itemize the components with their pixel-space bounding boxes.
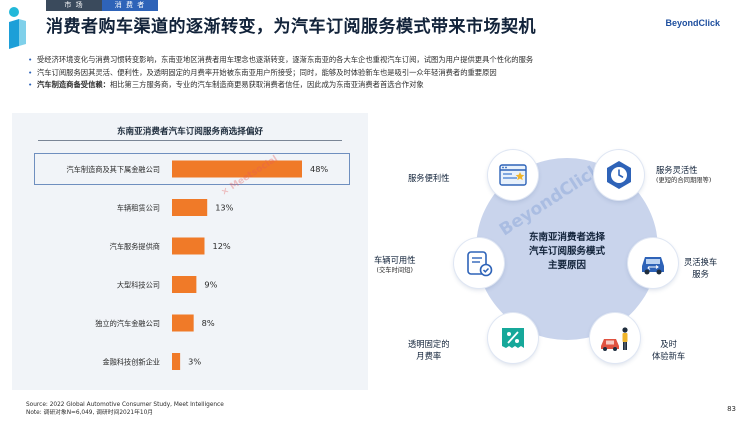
- bullet-text: 相比第三方服务商，专业的汽车制造商更易获取消费者信任，因此成为东南亚消费者首选合…: [109, 80, 424, 89]
- bullet-list: • 受经济环境变化与消费习惯转变影响，东南亚地区消费者用车理念也逐渐转变，逐渐东南…: [28, 54, 728, 92]
- bar-value-label: 48%: [310, 164, 328, 174]
- label-convenience: 服务便利性: [408, 172, 450, 184]
- bar-category-label: 独立的汽车金融公司: [95, 319, 160, 328]
- page-number: 83: [727, 405, 736, 413]
- sample-note: Note: 调研对象N=6,049, 调研时间2021年10月: [26, 409, 154, 416]
- bar-category-label: 汽车制造商及其下属金融公司: [67, 165, 160, 174]
- node-availability: [454, 238, 504, 288]
- bar: [172, 199, 208, 216]
- bar-chart: 汽车制造商及其下属金融公司 48% 车辆租赁公司 13% 汽车服务提供商 12% 大型科技公…: [67, 160, 328, 370]
- node-car-swap: [628, 238, 678, 288]
- center-text: 东南亚消费者选择 汽车订阅服务模式 主要原因: [476, 231, 658, 273]
- tab-market[interactable]: 市 场: [46, 0, 102, 11]
- node-fixed-fee: [488, 313, 538, 363]
- label-flexibility-text: 服务灵活性: [656, 165, 698, 175]
- label-availability-sub: (交车时间短): [376, 267, 413, 274]
- bar: [172, 237, 205, 255]
- bar-category-label: 车辆租赁公司: [117, 204, 160, 213]
- center-line-2: 汽车订阅服务模式: [528, 246, 605, 257]
- bar-value-label: 8%: [202, 318, 215, 328]
- center-line-3: 主要原因: [547, 260, 586, 271]
- browser-window-icon: [499, 164, 527, 186]
- label-fixed-fee-line2: 月费率: [416, 351, 442, 361]
- reasons-diagram: 东南亚消费者选择 汽车订阅服务模式 主要原因 BeyondClick 服务便利性…: [374, 120, 750, 395]
- bullet-item: • 汽车订阅服务因其灵活、便利性，及透明固定的月费率开始被东南亚用户所接受；同时，…: [28, 67, 728, 80]
- page-title: 消费者购车渠道的逐渐转变，为汽车订阅服务模式带来市场契机: [46, 17, 536, 37]
- bullet-bold-lead: 汽车制造商备受信赖：: [37, 80, 110, 89]
- bullet-text: 汽车订阅服务因其灵活、便利性，及透明固定的月费率开始被东南亚用户所接受；同时，能…: [37, 67, 497, 77]
- bar-category-label: 汽车服务提供商: [110, 242, 160, 251]
- tab-consumer[interactable]: 消 费 者: [102, 0, 158, 11]
- source-note: Source: 2022 Global Automotive Consumer …: [26, 402, 224, 408]
- label-availability-text: 车辆可用性: [374, 255, 416, 265]
- bar: [172, 353, 181, 370]
- bullet-dot-icon: •: [28, 80, 33, 89]
- hexagon-clock-icon: [607, 161, 631, 189]
- label-new-car-line1: 及时: [660, 339, 677, 349]
- percent-ticket-icon: [502, 328, 524, 348]
- bar-value-label: 9%: [204, 280, 217, 290]
- label-flexibility-sub: (更短的合同期限等): [656, 177, 712, 184]
- chart-panel: 东南亚消费者汽车订阅服务商选择偏好 汽车制造商及其下属金融公司 48% 车辆租赁公司…: [12, 113, 368, 390]
- car-swap-icon: [642, 257, 664, 275]
- label-car-swap-line1: 灵活换车: [684, 257, 718, 267]
- bullet-item: • 汽车制造商备受信赖： 相比第三方服务商，专业的汽车制造商更易获取消费者信任，因此…: [28, 79, 728, 92]
- label-new-car: 及时 体验新车: [652, 338, 685, 362]
- bar: [172, 314, 194, 332]
- label-car-swap: 灵活换车 服务: [684, 256, 717, 280]
- bullet-dot-icon: •: [28, 55, 33, 64]
- center-line-1: 东南亚消费者选择: [528, 232, 605, 243]
- node-new-car: [590, 313, 640, 363]
- chart-title-divider: [38, 140, 342, 141]
- person-with-car-icon: [601, 327, 628, 351]
- label-car-swap-line2: 服务: [692, 269, 709, 279]
- label-fixed-fee-line1: 透明固定的: [408, 339, 450, 349]
- bullet-item: • 受经济环境变化与消费习惯转变影响，东南亚地区消费者用车理念也逐渐转变，逐渐东南…: [28, 54, 728, 67]
- label-new-car-line2: 体验新车: [652, 351, 686, 361]
- highlight-box: [34, 153, 350, 185]
- bar-value-label: 3%: [188, 357, 201, 367]
- footer-notes: Source: 2022 Global Automotive Consumer …: [26, 402, 224, 417]
- bullet-text: 受经济环境变化与消费习惯转变影响，东南亚地区消费者用车理念也逐渐转变，逐渐东南亚…: [37, 55, 534, 64]
- bullet-dot-icon: •: [28, 67, 33, 77]
- bar: [172, 276, 197, 293]
- bar-category-label: 金融科技创新企业: [102, 358, 160, 367]
- label-convenience-text: 服务便利性: [408, 173, 450, 183]
- bar-value-label: 12%: [213, 241, 231, 251]
- bar: [172, 160, 302, 178]
- label-availability: 车辆可用性 (交车时间短): [374, 254, 416, 275]
- brand-name: BeyondClick: [665, 18, 720, 28]
- node-flexibility: [594, 150, 644, 200]
- chart-title: 东南亚消费者汽车订阅服务商选择偏好: [116, 127, 264, 137]
- calendar-car-icon: [467, 251, 493, 277]
- bar-category-label: 大型科技公司: [117, 281, 160, 290]
- label-flexibility: 服务灵活性 (更短的合同期限等): [656, 164, 711, 185]
- brand-logo-mark: [9, 7, 26, 49]
- node-convenience: [488, 150, 538, 200]
- section-tabs: 市 场 消 费 者: [46, 0, 158, 11]
- bar-value-label: 13%: [215, 203, 233, 213]
- label-fixed-fee: 透明固定的 月费率: [408, 338, 450, 362]
